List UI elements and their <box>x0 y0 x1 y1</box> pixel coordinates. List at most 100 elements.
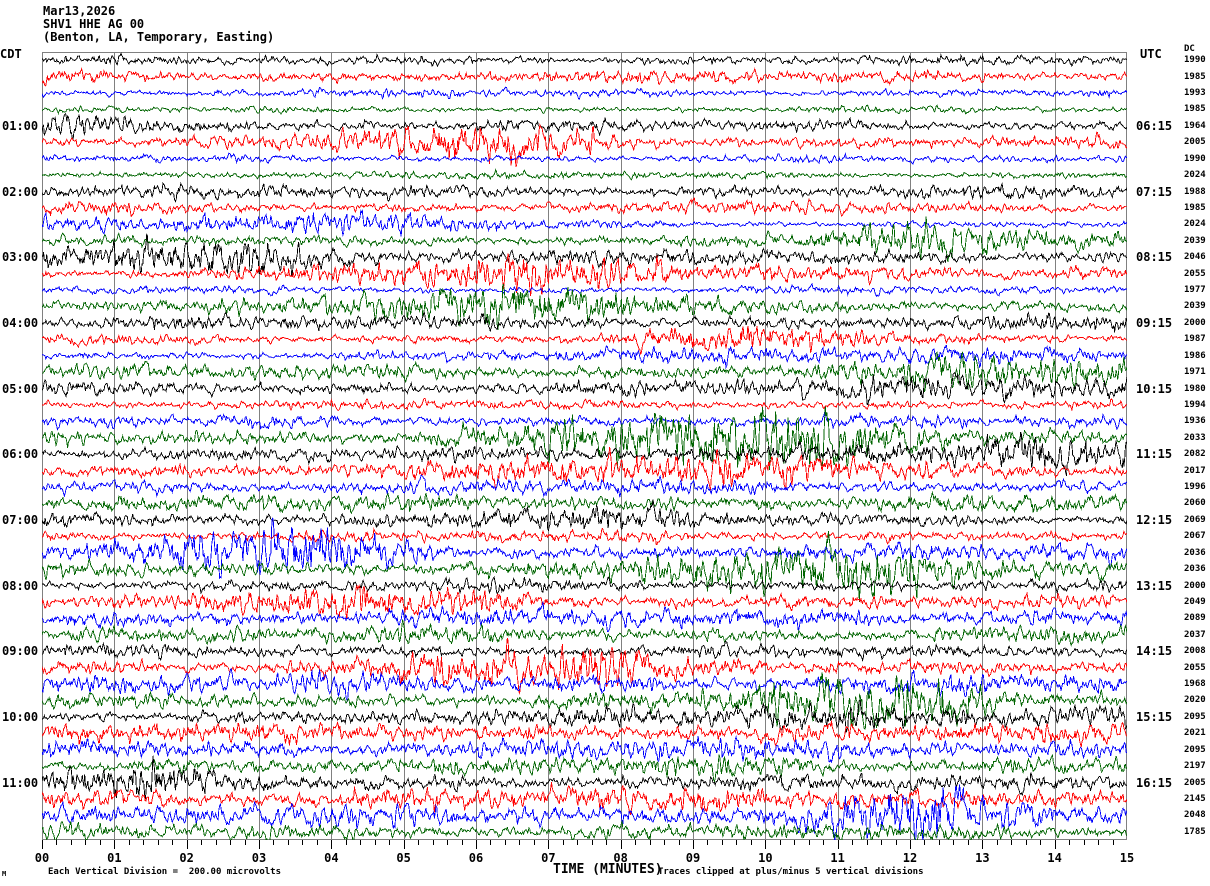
dc-value: 1985 <box>1184 104 1206 115</box>
seismic-trace <box>42 86 1127 100</box>
dc-value: 2039 <box>1184 301 1206 312</box>
footer-corner-mark: M <box>2 870 7 878</box>
dc-value: 2020 <box>1184 695 1206 706</box>
x-tick-08: 08 <box>613 851 628 865</box>
right-timezone-label: UTC <box>1140 47 1162 61</box>
dc-value: 2067 <box>1184 531 1206 542</box>
seismic-trace <box>42 755 1127 801</box>
seismic-trace <box>42 325 1127 355</box>
seismic-trace <box>42 311 1127 333</box>
cdt-time-label: 11:00 <box>2 775 39 790</box>
cdt-time-label: 03:00 <box>2 250 39 265</box>
utc-time-label: 07:15 <box>1136 184 1173 199</box>
dc-value: 2033 <box>1184 432 1206 443</box>
seismic-trace <box>42 397 1127 412</box>
dc-value: 2145 <box>1184 793 1206 804</box>
cdt-time-label: 10:00 <box>2 709 39 724</box>
dc-value: 2017 <box>1184 465 1206 476</box>
utc-time-label: 09:15 <box>1136 315 1173 330</box>
cdt-time-label: 09:00 <box>2 644 39 659</box>
left-timezone-label: CDT <box>0 47 22 61</box>
seismic-trace <box>42 720 1127 748</box>
x-tick-01: 01 <box>107 851 122 865</box>
dc-value: 2024 <box>1184 219 1206 230</box>
utc-time-label: 14:15 <box>1136 644 1173 659</box>
dc-value: 1985 <box>1184 202 1206 213</box>
seismic-trace <box>42 735 1127 764</box>
x-axis-tick-labels: 00 01 02 03 04 05 06 07 08 09 10 11 12 13 14 15 <box>0 851 1210 867</box>
seismic-trace <box>42 672 1127 730</box>
cdt-time-label: 08:00 <box>2 578 39 593</box>
seismic-trace <box>42 527 1127 545</box>
x-tick-06: 06 <box>468 851 484 865</box>
scale-note: Each Vertical Division = 200.00 microvol… <box>48 867 281 877</box>
seismic-trace <box>42 67 1127 87</box>
seismic-trace <box>42 168 1127 181</box>
clip-note: Traces clipped at plus/minus 5 vertical … <box>658 867 924 877</box>
dc-value: 1980 <box>1184 383 1206 394</box>
seismic-trace <box>42 517 1127 580</box>
header-station: SHV1 HHE AG 00 <box>43 17 145 31</box>
utc-time-label: 08:15 <box>1136 250 1173 265</box>
x-tick-10: 10 <box>758 851 773 865</box>
x-tick-03: 03 <box>251 851 267 865</box>
seismic-trace <box>42 113 1127 140</box>
dc-value: 1985 <box>1184 71 1206 82</box>
seismic-trace <box>42 474 1127 498</box>
x-tick-11: 11 <box>830 851 845 865</box>
x-tick-02: 02 <box>179 851 194 865</box>
dc-value: 1990 <box>1184 153 1206 164</box>
x-axis-ticks <box>42 840 1114 849</box>
seismic-trace <box>42 253 1127 297</box>
x-tick-04: 04 <box>324 851 339 865</box>
seismic-trace <box>42 104 1127 115</box>
dc-value: 2055 <box>1184 662 1206 673</box>
dc-value: 1990 <box>1184 55 1206 66</box>
seismic-trace <box>42 637 1127 695</box>
seismic-trace <box>42 406 1127 470</box>
seismogram-canvas <box>42 52 1127 840</box>
seismic-trace <box>42 820 1127 840</box>
seismic-trace <box>42 232 1127 276</box>
seismic-trace <box>42 499 1127 532</box>
utc-time-label: 16:15 <box>1136 775 1173 790</box>
dc-value: 1968 <box>1184 679 1206 690</box>
header-date: Mar13,2026 <box>43 4 116 18</box>
seismic-trace <box>42 784 1127 840</box>
header-location: (Benton, LA, Temporary, Easting) <box>43 30 275 44</box>
dc-value: 2049 <box>1184 596 1206 607</box>
cdt-time-label: 01:00 <box>2 118 39 133</box>
dc-value: 2039 <box>1184 235 1206 246</box>
dc-value: 2005 <box>1184 777 1206 788</box>
x-tick-00: 00 <box>34 851 50 865</box>
utc-time-label: 11:15 <box>1136 447 1173 462</box>
seismic-trace <box>42 601 1127 632</box>
dc-value: 1986 <box>1184 350 1206 361</box>
x-tick-13: 13 <box>975 851 990 865</box>
dc-value: 2089 <box>1184 613 1206 624</box>
dc-value: 1994 <box>1184 399 1206 410</box>
dc-value: 2000 <box>1184 317 1206 328</box>
x-tick-15: 15 <box>1119 851 1135 865</box>
cdt-time-label: 06:00 <box>2 447 39 462</box>
utc-time-label: 06:15 <box>1136 118 1173 133</box>
dc-value: 2036 <box>1184 564 1206 575</box>
seismic-trace <box>42 283 1127 331</box>
dc-value: 2060 <box>1184 498 1206 509</box>
seismic-trace <box>42 123 1127 168</box>
dc-value: 2095 <box>1184 711 1206 722</box>
dc-value: 2055 <box>1184 268 1206 279</box>
dc-value: 2024 <box>1184 170 1206 181</box>
dc-value: 2095 <box>1184 744 1206 755</box>
seismic-trace <box>42 754 1127 784</box>
dc-value: 2036 <box>1184 547 1206 558</box>
seismic-trace <box>42 282 1127 298</box>
seismic-trace <box>42 411 1127 432</box>
seismic-trace <box>42 530 1127 602</box>
seismic-trace <box>42 181 1127 203</box>
dc-value: 2048 <box>1184 810 1206 821</box>
x-tick-07: 07 <box>541 851 556 865</box>
dc-column-header: DC <box>1184 44 1195 54</box>
utc-time-label: 13:15 <box>1136 578 1173 593</box>
